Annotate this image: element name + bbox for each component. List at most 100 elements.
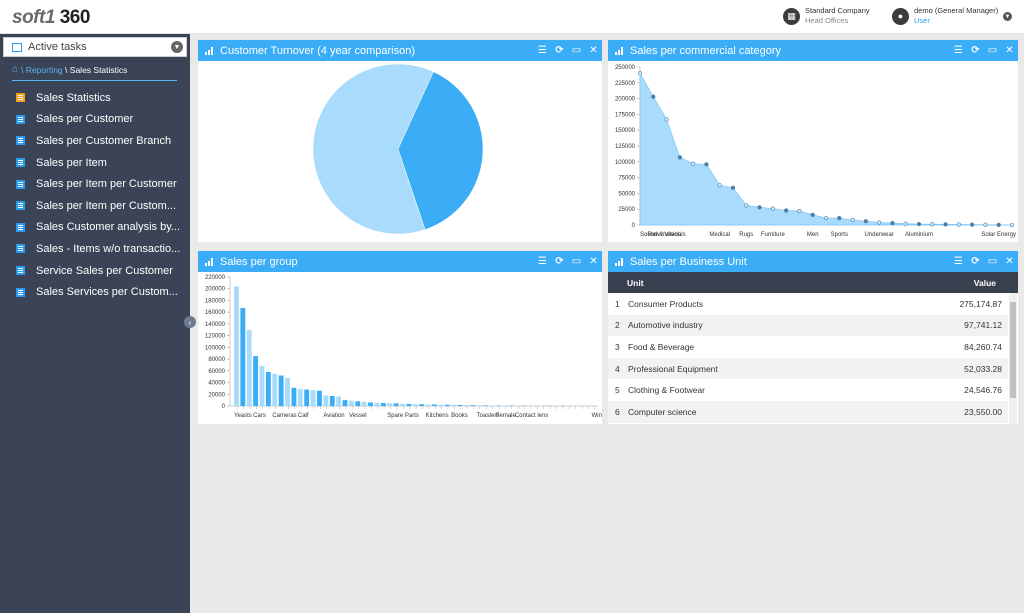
chart-bars-icon (205, 257, 214, 266)
active-tasks-selector[interactable]: Active tasks ▼ (3, 37, 187, 57)
sidebar-item-sales-per-customer-branch[interactable]: Sales per Customer Branch (0, 130, 190, 152)
panel-body: 0 25000 50000 75000 100000 125000 150000 175000… (608, 61, 1018, 242)
y-tick-label: 40000 (208, 381, 225, 387)
refresh-icon[interactable]: ⟳ (971, 45, 980, 56)
data-point (704, 162, 709, 167)
maximize-icon[interactable]: ▭ (571, 45, 582, 56)
data-point (837, 215, 842, 221)
scrollbar-thumb[interactable] (1010, 302, 1016, 398)
menu-icon[interactable]: ☰ (538, 256, 547, 267)
table-body: 1 Consumer Products 275,174.87 2 Automotive … (608, 293, 1018, 424)
chart-bars-icon (205, 46, 214, 55)
x-tick-label: Spare Parts (387, 413, 419, 419)
bar (463, 405, 469, 406)
x-tick-label: Contact lens (515, 413, 548, 419)
maximize-icon[interactable]: ▭ (987, 45, 998, 56)
data-point (717, 183, 722, 188)
table-row[interactable]: 3 Food & Beverage 84,260.74 (608, 336, 1008, 358)
bar (470, 405, 476, 406)
refresh-icon[interactable]: ⟳ (971, 256, 980, 267)
user-menu-chevron-down-icon[interactable]: ▼ (1003, 12, 1012, 21)
user-menu[interactable]: ● demo (General Manager) User (892, 6, 998, 26)
bar (342, 400, 348, 406)
table-scrollbar[interactable] (1009, 293, 1017, 424)
user-name: demo (General Manager) (914, 6, 999, 15)
table-row[interactable]: 1 Consumer Products 275,174.87 (608, 293, 1008, 315)
data-point (916, 221, 922, 227)
sidebar-item-sales-per-item-per-custom[interactable]: Sales per Item per Custom... (0, 195, 190, 217)
sidebar-item-label: Sales per Item per Customer (36, 178, 177, 191)
refresh-icon[interactable]: ⟳ (555, 45, 564, 56)
row-number: 5 (615, 385, 620, 396)
company-selector[interactable]: ▦ Standard Company Head Offices (783, 6, 870, 26)
sidebar-item-sales-per-customer[interactable]: Sales per Customer (0, 109, 190, 131)
area-chart: 0 25000 50000 75000 100000 125000 150000 175000… (615, 65, 1016, 238)
table-row[interactable]: 6 Computer science 23,550.00 (608, 401, 1008, 423)
collapse-sidebar-chevron-left-icon[interactable]: ‹ (184, 316, 196, 328)
x-tick-label: Vessel (349, 413, 367, 419)
cell-value: 23,550.00 (964, 406, 1002, 417)
sidebar-item-sales-per-item[interactable]: Sales per Item (0, 152, 190, 174)
y-tick-label: 225000 (615, 81, 636, 87)
bar (419, 404, 425, 406)
x-tick-label: Books (451, 413, 468, 419)
report-icon (16, 158, 25, 168)
y-tick-label: 140000 (205, 322, 226, 328)
table-row[interactable]: 4 Professional Equipment 52,033.28 (608, 357, 1008, 380)
sidebar-item-sales-per-item-per-customer[interactable]: Sales per Item per Customer (0, 173, 190, 195)
sidebar-item-service-sales-per-customer[interactable]: Service Sales per Customer (0, 260, 190, 282)
y-tick-label: 175000 (615, 112, 636, 118)
data-point (757, 205, 762, 210)
data-point (691, 161, 696, 166)
panel-customer-turnover: Customer Turnover (4 year comparison) ☰ … (198, 40, 602, 242)
bar (361, 401, 367, 406)
app-logo[interactable]: soft1 360 (12, 7, 90, 28)
breadcrumb-reporting[interactable]: Reporting (25, 64, 63, 75)
close-icon[interactable]: ✕ (589, 45, 598, 56)
bar (272, 373, 278, 406)
data-point (956, 222, 961, 227)
menu-icon[interactable]: ☰ (538, 45, 547, 56)
data-point (850, 217, 855, 223)
panel-body: 0 20000 40000 60000 80000 100000 120000 140000 1… (198, 272, 602, 424)
bar (297, 388, 303, 406)
bar (387, 403, 393, 406)
refresh-icon[interactable]: ⟳ (555, 256, 564, 267)
pie-slice-1 (312, 63, 434, 235)
column-header-unit[interactable]: Unit (627, 277, 644, 288)
panel-header: Sales per Business Unit ☰ ⟳ ▭ ✕ (608, 251, 1018, 272)
data-point (664, 117, 669, 122)
x-tick-label: Cars (253, 413, 266, 419)
sidebar-item-sales-items-without-transactions[interactable]: Sales - Items w/o transactio... (0, 238, 190, 260)
bar (444, 404, 450, 406)
bar (438, 404, 444, 406)
bar (310, 390, 316, 406)
close-icon[interactable]: ✕ (1005, 256, 1014, 267)
x-tick-label: Underwear (864, 232, 893, 238)
table-row[interactable]: 5 Clothing & Footwear 24,546.76 (608, 379, 1008, 401)
y-tick-label: 200000 (615, 97, 636, 103)
y-tick-label: 60000 (208, 369, 225, 375)
y-tick-label: 0 (632, 223, 636, 229)
x-tick-label: Sound & Vision (640, 232, 681, 238)
home-icon[interactable]: ⌂ (12, 64, 19, 75)
menu-icon[interactable]: ☰ (954, 45, 963, 56)
close-icon[interactable]: ✕ (589, 256, 598, 267)
sidebar-item-sales-services-per-customer[interactable]: Sales Services per Custom... (0, 281, 190, 303)
chevron-down-icon[interactable]: ▼ (171, 41, 183, 53)
maximize-icon[interactable]: ▭ (571, 256, 582, 267)
sidebar-item-sales-statistics[interactable]: Sales Statistics (0, 87, 190, 109)
active-tasks-label: Active tasks (28, 41, 87, 53)
menu-icon[interactable]: ☰ (954, 256, 963, 267)
y-tick-label: 160000 (205, 310, 226, 316)
maximize-icon[interactable]: ▭ (987, 256, 998, 267)
close-icon[interactable]: ✕ (1005, 45, 1014, 56)
sidebar-item-sales-customer-analysis[interactable]: Sales Customer analysis by... (0, 217, 190, 239)
cell-unit: Consumer Products (628, 298, 704, 309)
table-row[interactable]: 2 Automotive industry 97,741.12 (608, 314, 1008, 337)
breadcrumb-current: Sales Statistics (69, 64, 128, 75)
column-header-value[interactable]: Value (973, 277, 996, 288)
panel-body: Unit Value 1 Consumer Products 275,174.87 2… (608, 272, 1018, 424)
user-icon: ● (892, 7, 909, 25)
x-tick-label: Aviation (323, 413, 344, 419)
